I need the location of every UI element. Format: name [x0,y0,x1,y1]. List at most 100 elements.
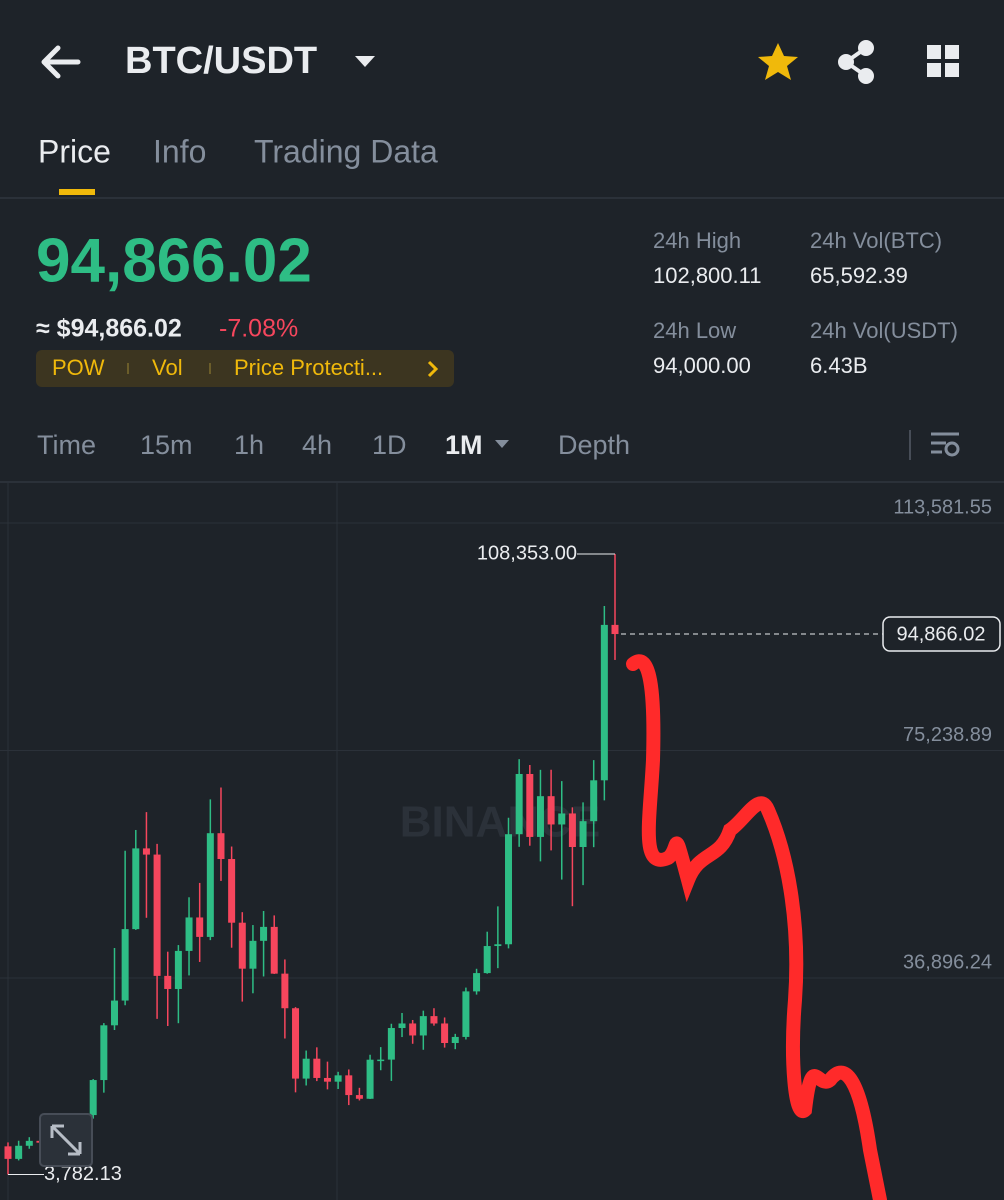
interval[interactable]: 1h [234,430,264,460]
last-price-box [882,616,1001,652]
candle-body [89,1080,97,1116]
candle-body [377,1059,385,1062]
candle-body [196,917,204,937]
last-price-label: 94,866.02 [897,623,986,645]
interval-dropdown[interactable] [495,440,509,448]
candle-body [121,929,129,1001]
candle-body [334,1075,342,1082]
stat-value: 102,800.11 [653,263,761,288]
candle-body [142,848,150,855]
candle-body [366,1059,374,1099]
hand-drawn-annotation [626,654,887,1200]
candle-body [100,1025,108,1081]
candle-body [590,780,598,822]
candle-body [494,944,502,947]
candle-body [536,796,544,837]
stat-label: 24h Low [653,318,736,343]
candle-body [526,773,534,837]
candle-body [473,973,481,992]
candle-body [15,1145,23,1159]
stat-label: 24h Vol(USDT) [810,318,958,343]
y-tick-label: 113,581.55 [893,496,992,518]
price-change: -7.08% [219,315,298,343]
grid-menu[interactable] [927,45,959,77]
y-tick-label: 75,238.89 [903,724,992,746]
candle-body [568,813,576,848]
candle-body [4,1146,12,1159]
high-marker-label: 108,353.00 [477,542,577,564]
candle-body [260,926,268,941]
tag[interactable]: POW [52,355,105,380]
interval[interactable]: 15m [140,430,193,460]
stat-value: 94,000.00 [653,353,751,378]
interval[interactable]: 1D [372,430,407,460]
chart-settings[interactable] [931,432,960,457]
candle-body [419,1016,427,1036]
candle-body [153,854,161,976]
interval[interactable]: 4h [302,430,332,460]
interval[interactable]: Time [37,430,96,460]
tab[interactable]: Info [153,133,206,169]
tag-arrow[interactable] [427,360,439,378]
candle-body [355,1095,363,1099]
candle-body [132,848,140,930]
candle-body [185,917,193,951]
candle-body [515,773,523,835]
candle-body [228,859,236,923]
tag[interactable]: Vol [152,355,183,380]
interval-selected[interactable]: 1M [445,430,483,460]
candle-body [409,1023,417,1036]
candle-body [398,1023,406,1029]
candle-body [313,1058,321,1078]
candle-body [238,922,246,969]
candle-body [451,1036,459,1044]
candle-body [387,1028,395,1060]
candle-body [249,940,257,969]
y-tick-label: 36,896.24 [903,951,992,973]
stat-value: 6.43B [810,353,868,378]
candle-body [323,1077,331,1082]
candle-body [579,821,587,848]
share-button[interactable] [838,40,874,84]
stat-value: 65,592.39 [810,263,908,288]
watermark: BINANCE [400,798,600,847]
low-marker-label: 3,782.13 [44,1163,122,1185]
back-button[interactable] [41,45,81,79]
stat-label: 24h Vol(BTC) [810,228,942,253]
tag-bar[interactable] [36,350,454,387]
candle-body [110,1000,118,1026]
candle-body [206,833,214,937]
tab-indicator [59,189,95,195]
candle-body [292,1008,300,1079]
chart: BINANCE 113,581.55 75,238.89 36,896.24 108,… [0,483,1004,1200]
tab[interactable]: Price [38,133,111,169]
stat-label: 24h High [653,228,741,253]
candle-body [217,833,225,860]
interval[interactable]: Depth [558,430,630,460]
candle-body [25,1140,33,1146]
candle-body [547,796,555,825]
candle-body [600,624,608,781]
fiat-price: ≈ $94,866.02 [36,315,182,343]
candle-body [270,926,278,974]
last-price: 94,866.02 [36,226,312,295]
candle-body [174,950,182,989]
candle-body [483,946,491,974]
expand-button[interactable] [39,1113,93,1167]
candle-body [281,973,289,1009]
candle-body [345,1075,353,1096]
candle-body [430,1016,438,1024]
tab[interactable]: Trading Data [254,133,438,169]
candle-body [611,624,619,635]
favorite-star[interactable] [758,43,798,80]
tag[interactable]: Price Protecti... [234,355,383,380]
pair-title[interactable]: BTC/USDT [125,40,317,82]
candle-body [302,1058,310,1079]
candle-body [441,1023,449,1044]
pair-dropdown[interactable] [355,56,375,67]
candle-body [462,991,470,1037]
candle-body [164,975,172,989]
